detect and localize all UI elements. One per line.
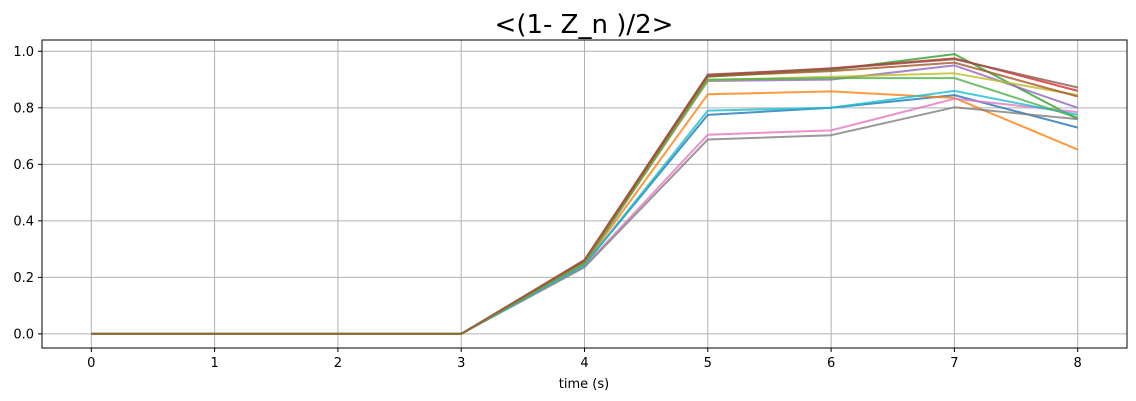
x-tick-label: 4: [580, 356, 588, 371]
x-tick-label: 6: [827, 356, 835, 371]
y-tick-label: 0.8: [13, 101, 34, 116]
series-layer: [91, 53, 1079, 335]
x-tick-label: 5: [704, 356, 712, 371]
x-axis: 0 1 2 3 4 5 6 7 8: [87, 348, 1082, 371]
x-tick-label: 7: [950, 356, 958, 371]
y-tick-label: 1.0: [13, 45, 34, 60]
y-axis: 0.0 0.2 0.4 0.6 0.8 1.0: [13, 45, 42, 342]
series-line-12: [91, 61, 1078, 335]
y-tick-label: 0.0: [13, 327, 34, 342]
y-tick-label: 0.4: [13, 214, 34, 229]
x-tick-label: 2: [334, 356, 342, 371]
grid: [42, 40, 1127, 348]
x-tick-label: 0: [87, 356, 95, 371]
x-axis-label: time (s): [559, 377, 609, 392]
x-tick-label: 1: [210, 356, 218, 371]
x-tick-label: 3: [457, 356, 465, 371]
y-tick-label: 0.2: [13, 271, 34, 286]
y-tick-label: 0.6: [13, 158, 34, 173]
x-tick-label: 8: [1074, 356, 1082, 371]
chart-title: <(1- Z_n )/2>: [495, 10, 674, 40]
